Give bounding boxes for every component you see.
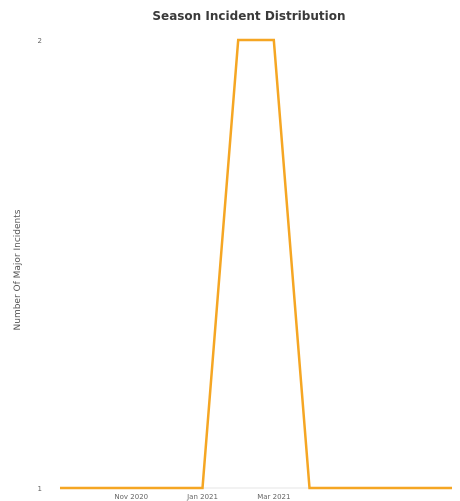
x-tick-label: Mar 2021 [257,493,290,501]
x-tick-label: Jan 2021 [186,493,218,501]
y-tick-label: 2 [38,37,42,45]
x-axis-ticks: Nov 2020 Jan 2021 Mar 2021 [114,493,290,501]
y-axis-ticks: 12 [38,37,42,493]
x-tick-label: Nov 2020 [114,493,148,501]
chart-title: Season Incident Distribution [152,9,345,23]
series-layer [59,38,453,490]
y-axis-label: Number Of Major Incidents [13,209,23,330]
y-tick-label: 1 [38,485,42,493]
series-line [60,38,452,490]
